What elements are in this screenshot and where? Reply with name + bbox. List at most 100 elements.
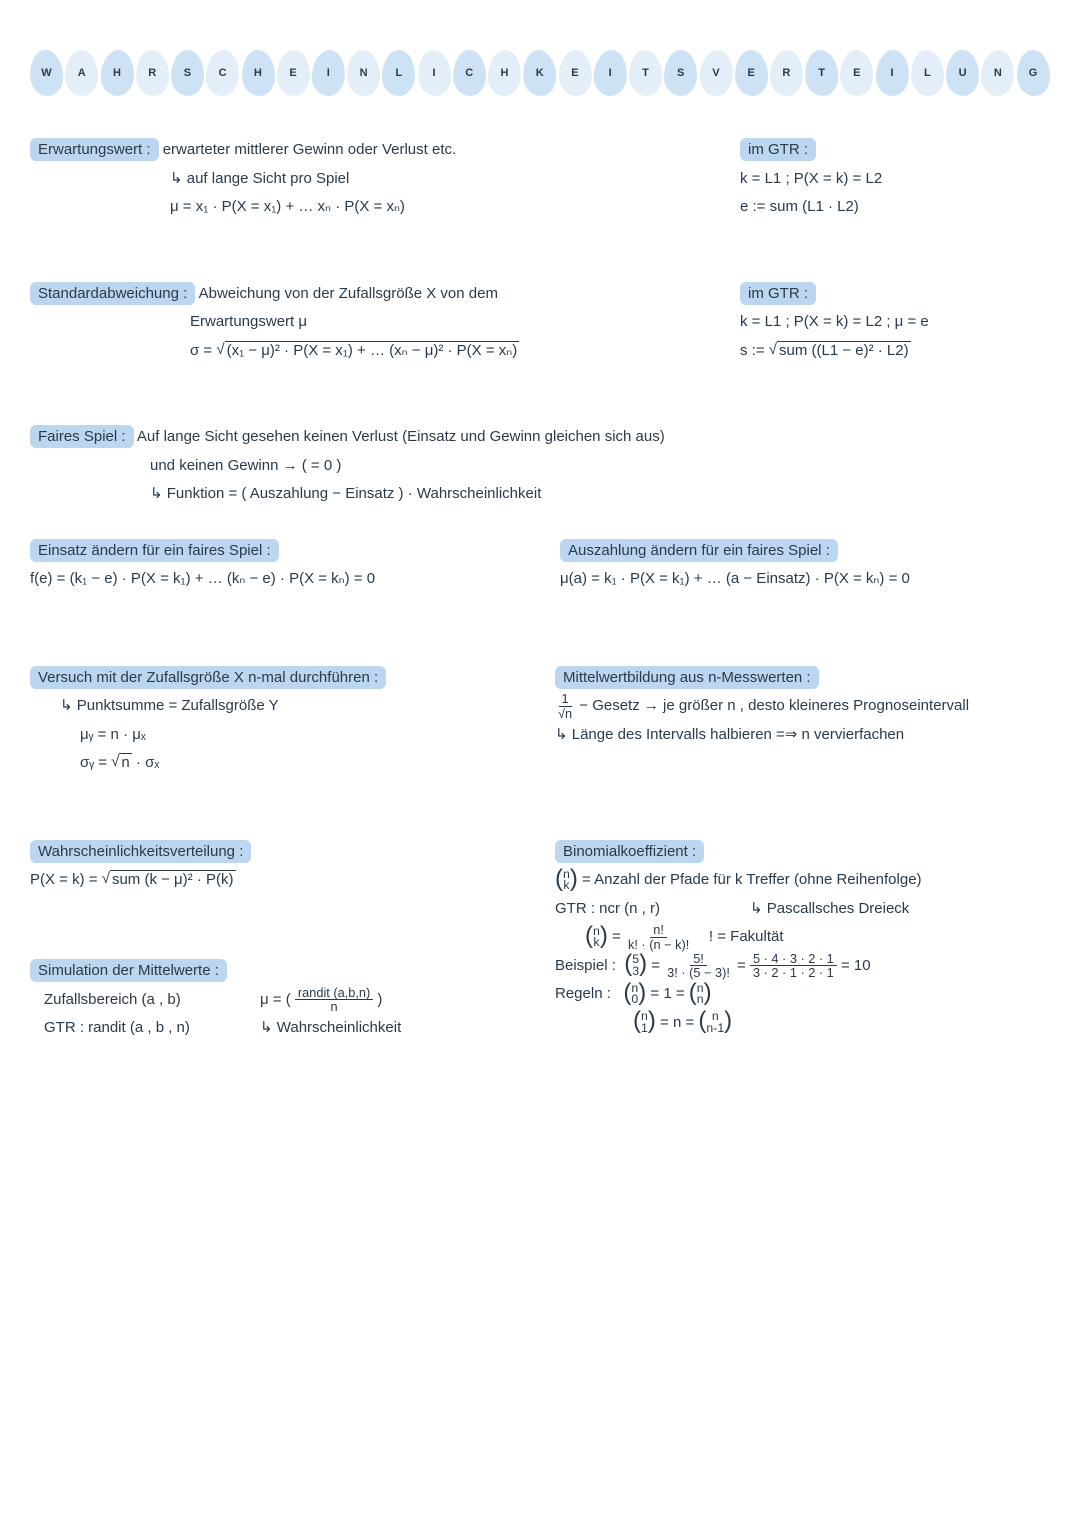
title-letter: I [312, 50, 345, 96]
binom-gtr: GTR : ncr (n , r) [555, 895, 660, 924]
erwartung-def: erwarteter mittlerer Gewinn oder Verlust… [163, 141, 456, 158]
mittelwert-law-rad: n [565, 706, 572, 721]
binom-beispiel-label: Beispiel : [555, 957, 616, 974]
wvert-formula-rad: sum (k − μ)² · P(k) [110, 870, 236, 888]
label-fair: Faires Spiel : [30, 425, 134, 448]
sim-mu-den: n [328, 1000, 341, 1013]
stdabw-def: Abweichung von der Zufallsgröße X von de… [199, 285, 498, 302]
binom-def: (nk) = Anzahl der Pfade für k Treffer (o… [555, 866, 1050, 895]
binom-fak: ! = Fakultät [709, 928, 784, 945]
binom-bsp-frac2-num: 5 · 4 · 3 · 2 · 1 [750, 952, 837, 966]
binom-frac-den: k! · (n − k)! [625, 938, 692, 951]
nmal-sigma-prefix: σᵧ = [80, 754, 111, 771]
title-letter: A [65, 50, 98, 96]
binom-regeln: Regeln : (n0) = 1 = (nn) [555, 980, 1050, 1009]
label-stdabw: Standardabweichung : [30, 282, 195, 305]
stdabw-gtr-label: im GTR : [740, 282, 816, 305]
stdabw-def2: Erwartungswert μ [190, 308, 710, 337]
binom-def-after: = Anzahl der Pfade für k Treffer (ohne R… [578, 871, 922, 888]
binom-beispiel: Beispiel : (53) = 5!3! · (5 − 3)! = 5 · … [555, 952, 1050, 981]
binom-regeln2: (n1) = n = (nn-1) [633, 1009, 1050, 1038]
binom-frac-line: (nk) = n!k! · (n − k)! ! = Fakultät [585, 923, 1050, 952]
section-fair: Faires Spiel : Auf lange Sicht gesehen k… [30, 423, 1050, 594]
erwartung-sub1: auf lange Sicht pro Spiel [170, 165, 710, 194]
binom-pascal: Pascallsches Dreieck [750, 895, 909, 924]
nmal-sigma-rad: n [119, 753, 131, 771]
mittelwert-law: 1√n − Gesetz → je größer n , desto klein… [555, 692, 1050, 721]
label-einsatz: Einsatz ändern für ein faires Spiel : [30, 539, 279, 562]
label-wvert: Wahrscheinlichkeitsverteilung : [30, 840, 251, 863]
title-letter: C [206, 50, 239, 96]
title-letter: K [523, 50, 556, 96]
binom-frac-num: n! [650, 923, 667, 937]
title-letter: R [770, 50, 803, 96]
title-letter: N [981, 50, 1014, 96]
mittelwert-l2: Länge des Intervalls halbieren =⇒ n verv… [555, 721, 1050, 750]
sim-mu: μ = ( randit (a,b,n)n ) [260, 986, 401, 1015]
title-letter: S [171, 50, 204, 96]
sim-l2: GTR : randit (a , b , n) [44, 1014, 260, 1043]
label-sim: Simulation der Mittelwerte : [30, 959, 227, 982]
fair-l2: und keinen Gewinn → ( = 0 ) [150, 452, 1050, 481]
einsatz-formula: f(e) = (k₁ − e) · P(X = k₁) + … (kₙ − e)… [30, 565, 520, 594]
title-letter: E [277, 50, 310, 96]
binom-regeln-label: Regeln : [555, 985, 611, 1002]
stdabw-s-prefix: s := [740, 342, 769, 359]
label-nmal: Versuch mit der Zufallsgröße X n-mal dur… [30, 666, 386, 689]
label-binom: Binomialkoeffizient : [555, 840, 704, 863]
auszahl-formula: μ(a) = k₁ · P(X = k₁) + … (a − Einsatz) … [560, 565, 1050, 594]
nmal-l1: Punktsumme = Zufallsgröße Y [60, 692, 525, 721]
title-letter: S [664, 50, 697, 96]
title-letter: W [30, 50, 63, 96]
erwartung-gtr-label: im GTR : [740, 138, 816, 161]
mittelwert-law-after: − Gesetz → je größer n , desto kleineres… [579, 697, 969, 714]
binom-bsp-result: = 10 [841, 957, 871, 974]
title-letter: H [488, 50, 521, 96]
sim-mu-num: randit (a,b,n) [295, 986, 373, 1000]
binom-bsp-frac1-num: 5! [690, 952, 707, 966]
title-letter: N [347, 50, 380, 96]
title-letter: U [946, 50, 979, 96]
stdabw-sigma: σ = √(x₁ − μ)² · P(X = x₁) + … (xₙ − μ)²… [190, 337, 710, 366]
erwartung-gtr2: e := sum (L1 · L2) [740, 193, 1050, 222]
binom-r1-mid: = 1 = [646, 985, 689, 1002]
stdabw-s: s := √sum ((L1 − e)² · L2) [740, 337, 1050, 366]
title-letter: T [805, 50, 838, 96]
title-letter: R [136, 50, 169, 96]
wvert-formula-prefix: P(X = k) = [30, 871, 102, 888]
sim-sub: Wahrscheinlichkeit [260, 1014, 401, 1043]
nmal-sigma-suffix: · σₓ [132, 754, 160, 771]
section-erwartungswert: Erwartungswert : erwarteter mittlerer Ge… [30, 136, 1050, 222]
sim-mu-prefix: μ = [260, 991, 286, 1008]
label-mittelwert: Mittelwertbildung aus n-Messwerten : [555, 666, 819, 689]
nmal-mu: μᵧ = n · μₓ [80, 721, 525, 750]
binom-bsp-frac1-den: 3! · (5 − 3)! [664, 966, 733, 979]
title-letter: T [629, 50, 662, 96]
stdabw-s-rad: sum ((L1 − e)² · L2) [777, 341, 911, 359]
nmal-sigma: σᵧ = √n · σₓ [80, 749, 525, 778]
binom-bsp-frac2-den: 3 · 2 · 1 · 2 · 1 [750, 966, 837, 979]
title-letter: C [453, 50, 486, 96]
stdabw-gtr1: k = L1 ; P(X = k) = L2 ; μ = e [740, 308, 1050, 337]
wvert-formula: P(X = k) = √sum (k − μ)² · P(k) [30, 866, 525, 895]
title-letter: E [840, 50, 873, 96]
stdabw-sigma-prefix: σ = [190, 342, 216, 359]
title-letter: E [559, 50, 592, 96]
title-letter: E [735, 50, 768, 96]
title-letter: H [101, 50, 134, 96]
label-auszahl: Auszahlung ändern für ein faires Spiel : [560, 539, 838, 562]
erwartung-gtr1: k = L1 ; P(X = k) = L2 [740, 165, 1050, 194]
erwartung-formula: μ = x₁ · P(X = x₁) + … xₙ · P(X = xₙ) [170, 193, 710, 222]
title-letter: H [242, 50, 275, 96]
stdabw-sigma-rad: (x₁ − μ)² · P(X = x₁) + … (xₙ − μ)² · P(… [225, 341, 520, 359]
section-stdabw: Standardabweichung : Abweichung von der … [30, 280, 1050, 366]
title-letter: V [700, 50, 733, 96]
sim-l1: Zufallsbereich (a , b) [44, 986, 260, 1015]
title-banner: WAHRSCHEINLICHKEITSVERTEILUNG [30, 50, 1050, 96]
title-letter: L [382, 50, 415, 96]
fair-l1: Auf lange Sicht gesehen keinen Verlust (… [137, 428, 665, 445]
title-letter: L [911, 50, 944, 96]
fair-l3: Funktion = ( Auszahlung − Einsatz ) · Wa… [150, 480, 1050, 509]
section-nmal-mittel: Versuch mit der Zufallsgröße X n-mal dur… [30, 664, 1050, 778]
binom-r2-mid: = n = [656, 1014, 699, 1031]
